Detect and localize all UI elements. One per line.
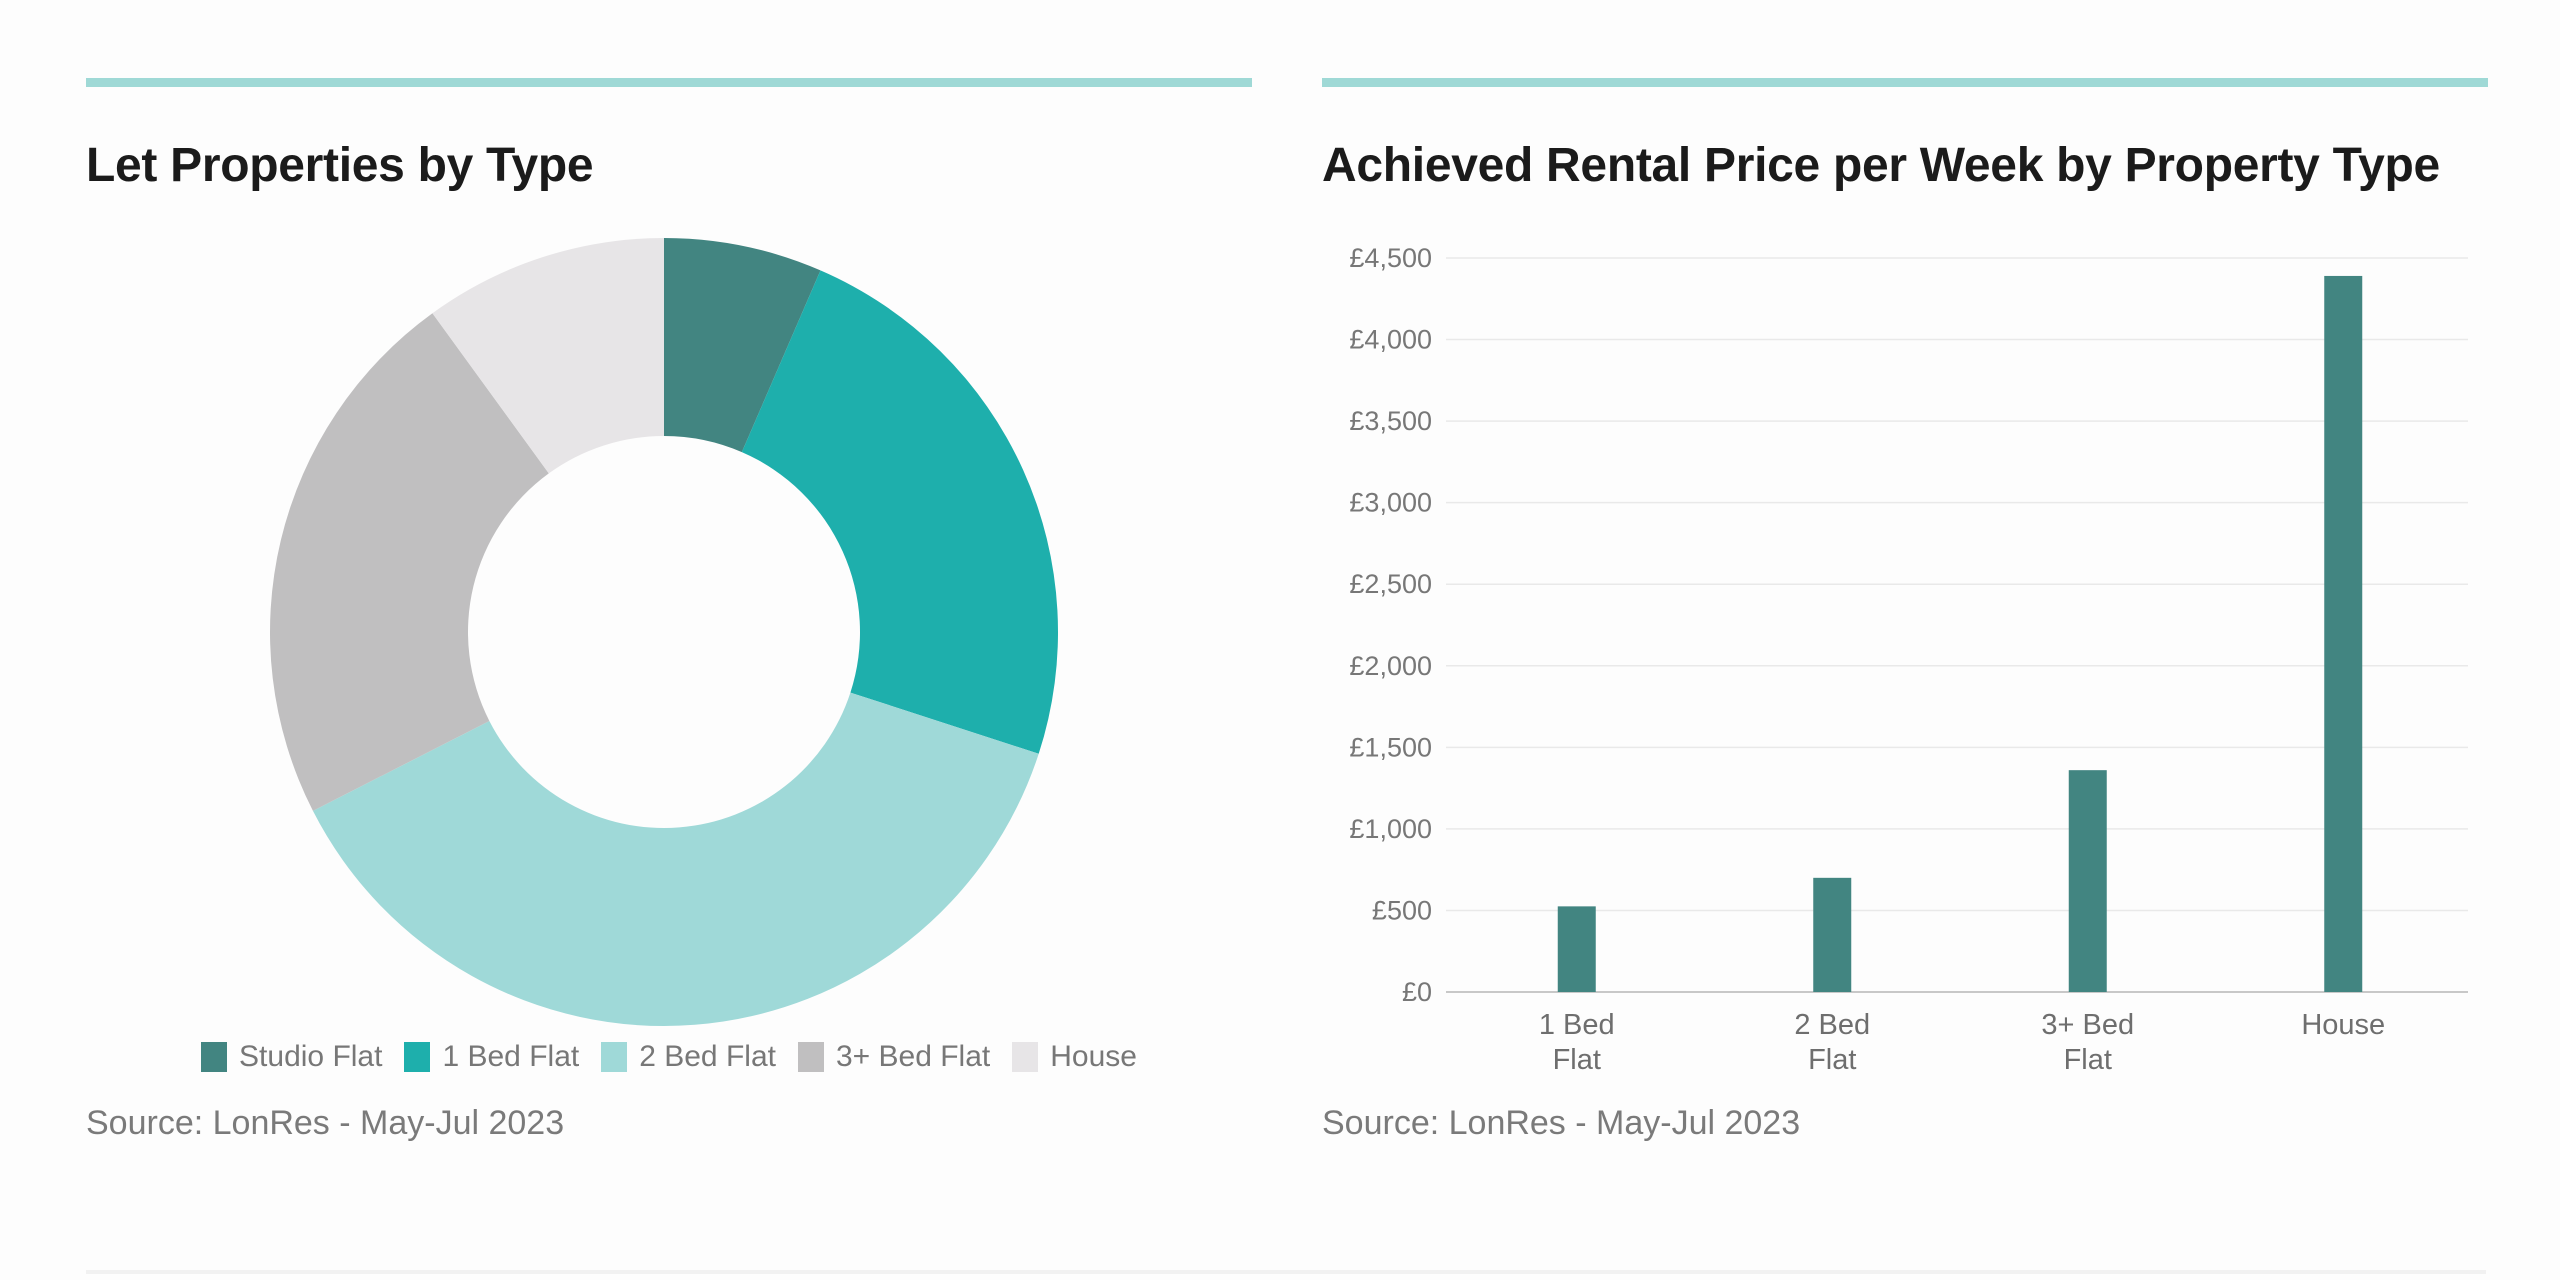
x-tick-label: 2 Bed Flat [1794,1009,1870,1076]
x-tick-label: House [2301,1009,2385,1041]
y-tick-label: £2,000 [1349,651,1432,681]
donut-slice-studio-flat [664,238,821,453]
legend-item-3-bed-flat: 3+ Bed Flat [797,1040,991,1074]
legend-label: Studio Flat [239,1040,383,1073]
rental-price-panel: Achieved Rental Price per Week by Proper… [1322,0,2488,1200]
accent-bar [86,78,1252,87]
donut-slice-2-bed-flat [312,692,1039,1026]
y-tick-label: £3,500 [1349,406,1432,436]
donut-slice-3-bed-flat [270,313,549,811]
y-tick-label: £1,500 [1349,732,1432,762]
bar-chart-title: Achieved Rental Price per Week by Proper… [1322,139,2440,192]
bar-source-note: Source: LonRes - May-Jul 2023 [1322,1104,1801,1142]
bar-house [2324,275,2363,992]
y-tick-label: £4,000 [1349,325,1432,355]
legend-swatch [1012,1042,1039,1072]
donut-slice-house [432,238,664,474]
donut-slice-1-bed-flat [741,270,1058,754]
donut-chart-title: Let Properties by Type [86,139,594,192]
let-properties-panel: Let Properties by Type Studio Flat 1 Bed … [86,0,1252,1200]
legend-item-house: House [1012,1040,1137,1074]
accent-bar [1322,78,2488,87]
donut-legend: Studio Flat 1 Bed Flat 2 Bed Flat 3+ Bed Fl… [86,1040,1252,1074]
x-tick-label: 3+ Bed Flat [2041,1009,2134,1076]
legend-label: 3+ Bed Flat [835,1040,991,1073]
y-tick-label: £2,500 [1349,569,1432,599]
legend-label: House [1050,1040,1137,1073]
y-tick-label: £3,000 [1349,488,1432,518]
bar-chart: £0 £500 £1,000 £1,500 £2,000 £2,500 £3,000 £3,5… [1349,243,2468,1076]
legend-swatch [797,1042,824,1072]
bar-2-bed-flat [1813,877,1852,992]
legend-swatch [601,1042,628,1072]
bottom-divider [86,1270,2486,1274]
legend-label: 1 Bed Flat [442,1040,580,1073]
y-tick-label: £500 [1372,895,1432,925]
bar-3-bed-flat [2068,770,2107,992]
bar-1-bed-flat [1557,906,1596,992]
legend-item-2-bed-flat: 2 Bed Flat [601,1040,776,1074]
legend-item-studio-flat: Studio Flat [201,1040,382,1074]
y-tick-label: £1,000 [1349,814,1432,844]
y-tick-label: £4,500 [1349,243,1432,273]
x-tick-label: 1 Bed Flat [1539,1009,1615,1076]
legend-item-1-bed-flat: 1 Bed Flat [404,1040,579,1074]
legend-swatch [201,1042,228,1072]
legend-label: 2 Bed Flat [639,1040,776,1073]
legend-swatch [404,1042,431,1072]
y-tick-label: £0 [1402,977,1432,1007]
donut-chart [270,238,1058,1026]
donut-source-note: Source: LonRes - May-Jul 2023 [86,1104,565,1142]
